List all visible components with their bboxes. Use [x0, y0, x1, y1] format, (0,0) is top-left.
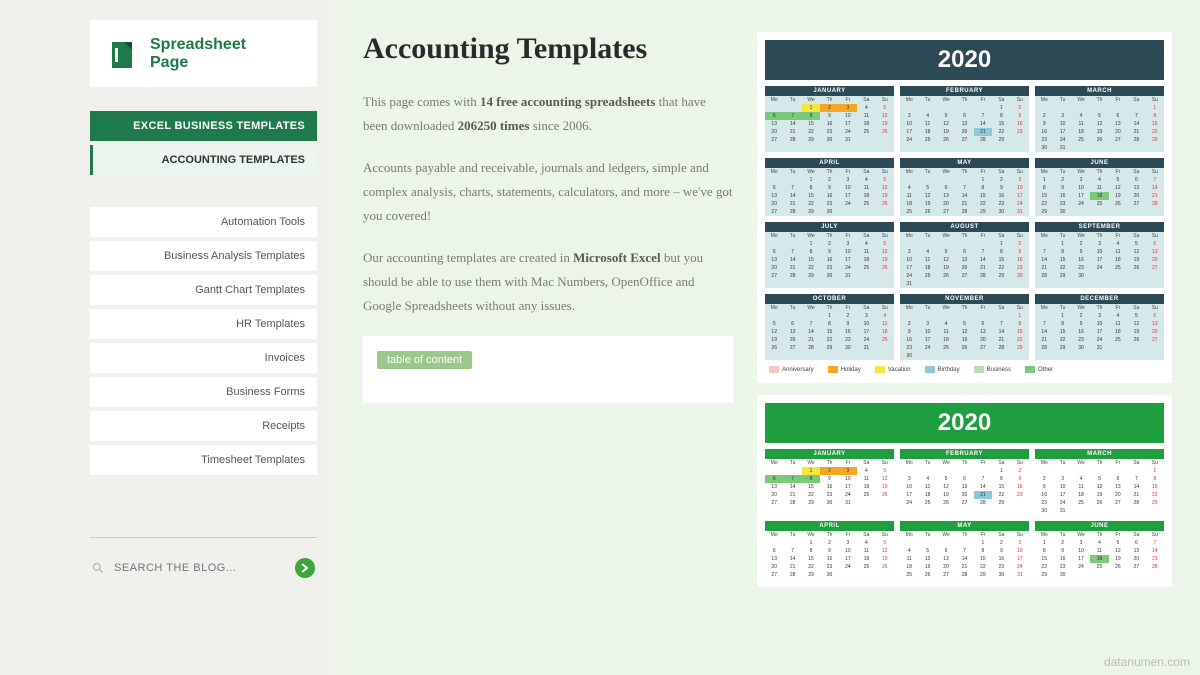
page-title: Accounting Templates [363, 32, 733, 66]
calendar-month: APRILMoTuWeThFrSaSu 12345678910111213141… [765, 521, 894, 579]
article-column: Accounting Templates This page comes wit… [363, 32, 733, 643]
calendar-month: JULYMoTuWeThFrSaSu 123456789101112131415… [765, 222, 894, 288]
nav-active-item[interactable]: ACCOUNTING TEMPLATES [90, 145, 317, 175]
calendar-legend: AnniversaryHolidayVacationBirthdayBusine… [765, 360, 1164, 375]
search-input[interactable] [90, 554, 317, 582]
calendar-month: NOVEMBERMoTuWeThFrSaSu 12345678910111213… [900, 294, 1029, 360]
calendar-month: FEBRUARYMoTuWeThFrSaSu 12345678910111213… [900, 449, 1029, 515]
calendar-month: MAYMoTuWeThFrSaSu 1234567891011121314151… [900, 158, 1029, 216]
nav-header[interactable]: EXCEL BUSINESS TEMPLATES [90, 111, 317, 141]
logo-card[interactable]: Spreadsheet Page [90, 20, 317, 87]
calendar-month: AUGUSTMoTuWeThFrSaSu 1234567891011121314… [900, 222, 1029, 288]
calendar-month: MARCHMoTuWeThFrSaSu 12345678910111213141… [1035, 86, 1164, 152]
nav-item[interactable]: Gantt Chart Templates [90, 275, 317, 305]
nav-item[interactable]: HR Templates [90, 309, 317, 339]
spreadsheet-logo-icon [108, 38, 140, 70]
calendar-year-header: 2020 [765, 40, 1164, 80]
nav-item[interactable]: Business Forms [90, 377, 317, 407]
calendar-month: JUNEMoTuWeThFrSaSu1234567891011121314151… [1035, 158, 1164, 216]
template-previews: 2020 JANUARYMoTuWeThFrSaSu 12345678910111… [757, 32, 1172, 643]
calendar-year-header: 2020 [765, 403, 1164, 443]
logo-text: Spreadsheet Page [150, 36, 246, 71]
intro-text: This page comes with 14 free accounting … [363, 90, 733, 318]
calendar-month: FEBRUARYMoTuWeThFrSaSu 12345678910111213… [900, 86, 1029, 152]
calendar-month: DECEMBERMoTuWeThFrSaSu 12345678910111213… [1035, 294, 1164, 360]
calendar-month: JANUARYMoTuWeThFrSaSu 123456789101112131… [765, 449, 894, 515]
calendar-month: JANUARYMoTuWeThFrSaSu 123456789101112131… [765, 86, 894, 152]
calendar-month: APRILMoTuWeThFrSaSu 12345678910111213141… [765, 158, 894, 216]
nav-item[interactable]: Timesheet Templates [90, 445, 317, 475]
watermark: datanumen.com [1104, 655, 1190, 669]
sidebar: Spreadsheet Page EXCEL BUSINESS TEMPLATE… [0, 0, 335, 675]
calendar-template-preview[interactable]: 2020 JANUARYMoTuWeThFrSaSu 12345678910111… [757, 32, 1172, 383]
search-section [90, 537, 317, 582]
toc-card[interactable]: table of content [363, 336, 733, 403]
calendar-template-preview[interactable]: 2020 JANUARYMoTuWeThFrSaSu 12345678910111… [757, 395, 1172, 587]
sidebar-nav: EXCEL BUSINESS TEMPLATES ACCOUNTING TEMP… [90, 111, 317, 479]
calendar-month: MAYMoTuWeThFrSaSu 1234567891011121314151… [900, 521, 1029, 579]
nav-item[interactable]: Invoices [90, 343, 317, 373]
main-content: Accounting Templates This page comes wit… [335, 0, 1200, 675]
nav-item[interactable]: Automation Tools [90, 207, 317, 237]
calendar-month: SEPTEMBERMoTuWeThFrSaSu 1234567891011121… [1035, 222, 1164, 288]
nav-item[interactable]: Receipts [90, 411, 317, 441]
toc-pill: table of content [377, 351, 472, 369]
calendar-month: JUNEMoTuWeThFrSaSu1234567891011121314151… [1035, 521, 1164, 579]
search-icon [92, 562, 104, 578]
nav-item[interactable]: Business Analysis Templates [90, 241, 317, 271]
calendar-month: MARCHMoTuWeThFrSaSu 12345678910111213141… [1035, 449, 1164, 515]
calendar-month: OCTOBERMoTuWeThFrSaSu 123456789101112131… [765, 294, 894, 360]
